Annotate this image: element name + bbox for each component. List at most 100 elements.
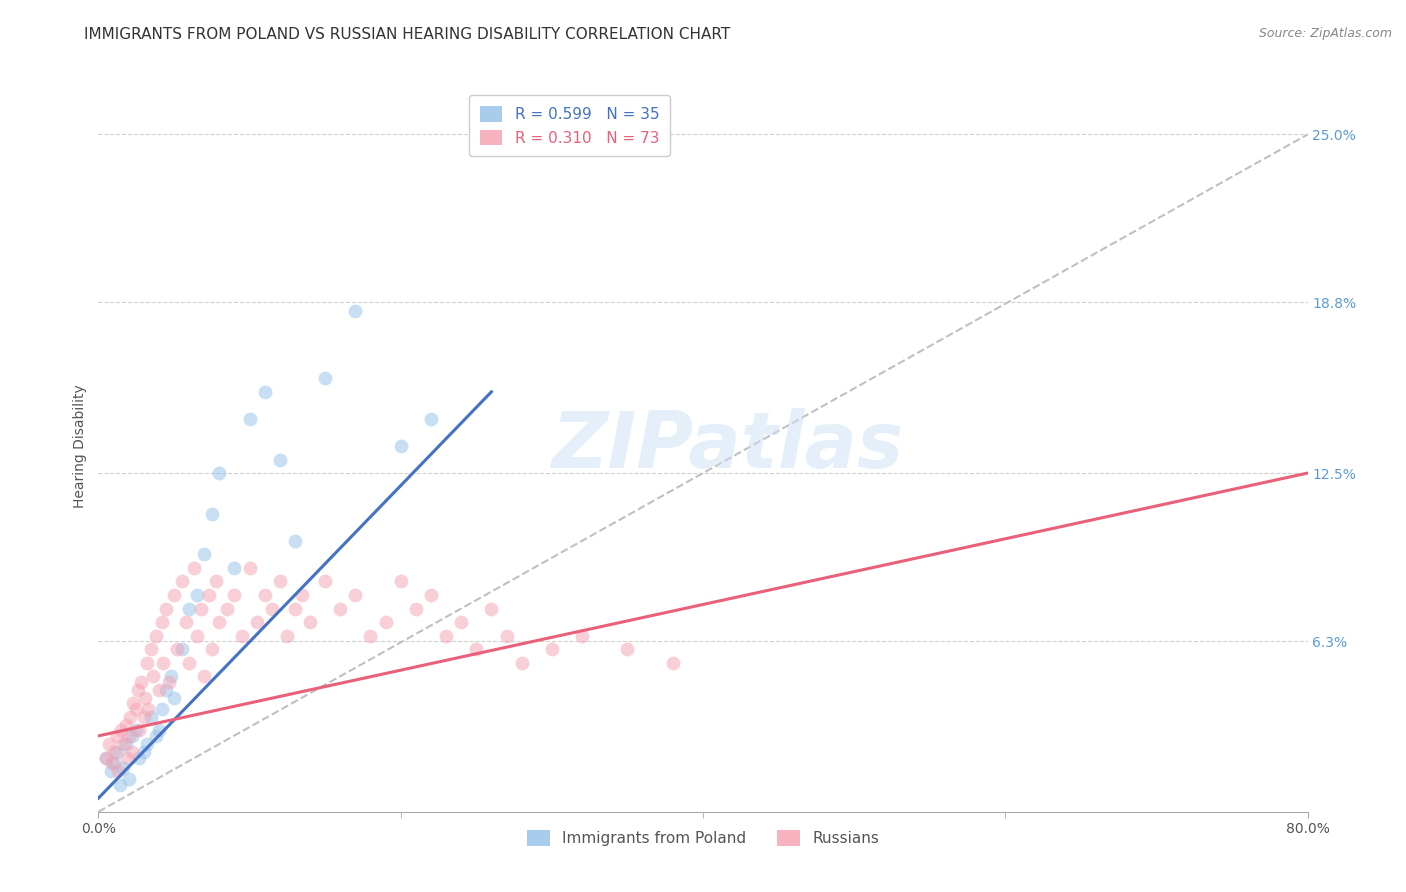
Point: [246, 615, 269, 629]
Point: [135, 737, 157, 751]
Point: [284, 533, 307, 548]
Point: [111, 761, 134, 775]
Point: [510, 656, 533, 670]
Point: [114, 737, 136, 751]
Point: [253, 384, 276, 399]
Legend: Immigrants from Poland, Russians: Immigrants from Poland, Russians: [517, 821, 889, 855]
Point: [120, 710, 142, 724]
Point: [450, 615, 472, 629]
Point: [329, 601, 352, 615]
Point: [134, 690, 156, 705]
Point: [208, 615, 231, 629]
Point: [107, 764, 129, 778]
Point: [141, 642, 163, 657]
Point: [179, 601, 201, 615]
Point: [121, 745, 143, 759]
Point: [239, 412, 262, 426]
Point: [183, 561, 205, 575]
Point: [132, 745, 155, 759]
Point: [150, 615, 173, 629]
Point: [132, 710, 155, 724]
Point: [150, 702, 173, 716]
Point: [465, 642, 488, 657]
Text: IMMIGRANTS FROM POLAND VS RUSSIAN HEARING DISABILITY CORRELATION CHART: IMMIGRANTS FROM POLAND VS RUSSIAN HEARIN…: [84, 27, 731, 42]
Point: [495, 629, 517, 643]
Point: [100, 764, 122, 778]
Point: [105, 745, 128, 759]
Point: [159, 674, 181, 689]
Point: [103, 745, 125, 759]
Point: [269, 574, 291, 589]
Point: [103, 756, 125, 770]
Point: [118, 729, 141, 743]
Point: [142, 669, 165, 683]
Point: [224, 588, 246, 602]
Point: [118, 772, 141, 787]
Point: [186, 629, 208, 643]
Point: [389, 439, 412, 453]
Point: [114, 718, 136, 732]
Point: [481, 601, 503, 615]
Point: [174, 615, 197, 629]
Point: [129, 674, 152, 689]
Point: [314, 574, 336, 589]
Point: [170, 574, 193, 589]
Point: [420, 588, 443, 602]
Point: [127, 682, 149, 697]
Point: [434, 629, 457, 643]
Point: [616, 642, 638, 657]
Point: [360, 629, 382, 643]
Point: [128, 750, 150, 764]
Point: [262, 601, 284, 615]
Point: [135, 656, 157, 670]
Point: [231, 629, 253, 643]
Point: [141, 710, 163, 724]
Point: [105, 729, 128, 743]
Point: [148, 682, 170, 697]
Point: [420, 412, 443, 426]
Point: [299, 615, 322, 629]
Point: [163, 690, 186, 705]
Text: ZIPatlas: ZIPatlas: [551, 408, 903, 484]
Point: [269, 452, 291, 467]
Point: [224, 561, 246, 575]
Point: [152, 656, 174, 670]
Point: [239, 561, 262, 575]
Point: [111, 737, 134, 751]
Point: [148, 723, 170, 738]
Point: [160, 669, 183, 683]
Point: [344, 588, 367, 602]
Point: [166, 642, 188, 657]
Point: [125, 702, 148, 716]
Point: [314, 371, 336, 385]
Point: [284, 601, 307, 615]
Point: [94, 750, 117, 764]
Point: [94, 750, 117, 764]
Point: [190, 601, 212, 615]
Point: [197, 588, 219, 602]
Point: [186, 588, 208, 602]
Point: [374, 615, 396, 629]
Point: [193, 547, 215, 561]
Point: [121, 729, 143, 743]
Point: [389, 574, 412, 589]
Point: [122, 697, 145, 711]
Point: [155, 682, 177, 697]
Point: [571, 629, 593, 643]
Point: [205, 574, 228, 589]
Point: [170, 642, 193, 657]
Point: [201, 507, 224, 521]
Point: [193, 669, 215, 683]
Text: Source: ZipAtlas.com: Source: ZipAtlas.com: [1258, 27, 1392, 40]
Point: [128, 723, 150, 738]
Point: [110, 723, 132, 738]
Point: [405, 601, 427, 615]
Point: [98, 737, 121, 751]
Point: [163, 588, 186, 602]
Point: [661, 656, 683, 670]
Point: [101, 756, 124, 770]
Point: [145, 629, 167, 643]
Point: [208, 466, 231, 480]
Point: [253, 588, 276, 602]
Point: [276, 629, 298, 643]
